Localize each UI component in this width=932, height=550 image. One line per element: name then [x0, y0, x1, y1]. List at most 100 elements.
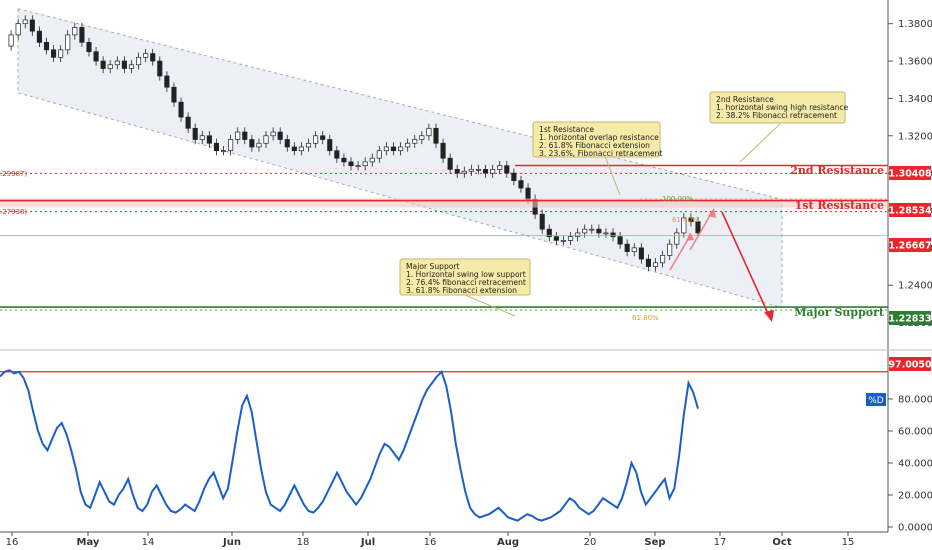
price-tick-label: 1.36000: [898, 57, 932, 68]
osc-tick-label: 60.0000: [898, 426, 932, 437]
candle-body: [390, 146, 397, 152]
candle-body: [582, 228, 588, 234]
fib-618-label-lower: 61.80%: [632, 314, 659, 322]
candle-body: [497, 165, 503, 170]
candle-body: [228, 139, 234, 152]
candle-body: [150, 53, 156, 62]
note1-leader: [604, 155, 621, 196]
candle-body: [660, 254, 666, 264]
candle-body: [589, 228, 595, 231]
candle-body: [468, 169, 474, 172]
first-resistance-zone: [0, 198, 888, 208]
candle-body: [447, 157, 453, 170]
candle-body: [313, 135, 319, 144]
svg-text:1.26667: 1.26667: [888, 241, 931, 252]
candle-body: [249, 139, 255, 148]
svg-text:1.22833: 1.22833: [888, 314, 931, 325]
candle-body: [107, 64, 113, 69]
candle-body: [490, 169, 496, 174]
candle-body: [15, 23, 21, 36]
candle-body: [143, 53, 149, 58]
osc-tick-label: 0.0000: [898, 523, 932, 534]
candle-body: [667, 243, 673, 256]
svg-text:97.0050: 97.0050: [888, 360, 932, 371]
candle-body: [206, 135, 212, 144]
candle-body: [8, 34, 14, 47]
svg-text:2nd Resistance: 2nd Resistance: [716, 95, 774, 104]
candle-body: [270, 131, 276, 137]
price-tick-label: 1.32000: [898, 131, 932, 142]
fib-618-label-upper: 61.80%: [672, 216, 699, 224]
candle-body: [433, 127, 439, 144]
candle-body: [405, 142, 411, 148]
price-box-major-support: 1.22833: [888, 311, 932, 325]
candlesticks: [8, 15, 701, 272]
candle-body: [185, 116, 191, 129]
dotted-level-label: .29987): [0, 170, 27, 178]
candle-body: [539, 213, 545, 230]
candle-body: [638, 247, 644, 260]
candle-body: [383, 146, 389, 152]
candle-body: [86, 42, 92, 53]
candle-body: [93, 51, 99, 62]
candle-body: [157, 60, 163, 77]
candle-body: [136, 56, 142, 66]
key-levels: [0, 164, 888, 311]
candle-body: [284, 139, 290, 148]
candle-body: [72, 27, 78, 36]
time-tick-label: 18: [297, 537, 310, 548]
svg-text:%D: %D: [868, 396, 884, 406]
candle-body: [178, 101, 184, 118]
candle-body: [567, 236, 574, 241]
note3-leader: [464, 294, 516, 317]
time-tick-label: 20: [584, 537, 597, 548]
candle-body: [681, 217, 687, 234]
candle-body: [553, 236, 559, 241]
time-tick-label: Oct: [772, 537, 791, 548]
series-d-badge: %D: [866, 393, 886, 406]
major-support-label: Major Support: [794, 306, 885, 319]
first-resistance-label: 1st Resistance: [795, 199, 884, 212]
price-tick-label: 1.34000: [898, 94, 932, 105]
svg-text:1. horizontal overlap resistan: 1. horizontal overlap resistance: [539, 133, 659, 142]
svg-text:1. Horizontal swing low suppor: 1. Horizontal swing low support: [406, 270, 526, 279]
candle-body: [192, 127, 198, 140]
candle-body: [199, 135, 205, 140]
candle-body: [688, 217, 694, 223]
candle-body: [426, 127, 432, 137]
candle-body: [305, 142, 312, 148]
candle-body: [36, 30, 42, 43]
candle-body: [355, 165, 361, 168]
candle-body: [483, 169, 489, 174]
candle-body: [652, 262, 659, 267]
candle-body: [575, 232, 581, 237]
candle-body: [560, 240, 566, 242]
candle-body: [334, 150, 340, 159]
candle-body: [546, 228, 552, 237]
candle-body: [263, 135, 269, 144]
svg-text:1.30408: 1.30408: [888, 169, 932, 180]
candle-body: [695, 221, 701, 234]
candle-body: [440, 142, 446, 159]
price-tick-label: 1.38000: [898, 19, 932, 30]
candle-body: [341, 157, 347, 163]
svg-text:1.28534: 1.28534: [888, 206, 932, 217]
svg-text:3. 23.6%, Fibonacci retracemen: 3. 23.6%, Fibonacci retracement: [539, 149, 662, 158]
time-tick-label: Sep: [644, 537, 665, 548]
candle-body: [298, 146, 304, 152]
time-tick-label: 16: [6, 537, 19, 548]
osc-tick-label: 20.0000: [898, 490, 932, 501]
time-tick-label: 14: [142, 537, 155, 548]
candle-body: [51, 49, 57, 58]
candle-body: [114, 60, 120, 66]
oscillator-axis-ticks: 80.0000 60.0000 40.0000 20.0000 0.0000: [888, 394, 932, 534]
price-tick-label: 1.24000: [898, 281, 932, 292]
note2-leader: [739, 123, 781, 163]
time-tick-label: Aug: [497, 537, 519, 548]
candle-body: [674, 232, 680, 245]
candle-body: [213, 142, 219, 152]
candle-body: [121, 60, 127, 69]
candle-body: [43, 42, 50, 51]
price-box-2nd-resistance: 1.30408: [888, 166, 932, 180]
svg-text:Major Support: Major Support: [406, 262, 460, 271]
